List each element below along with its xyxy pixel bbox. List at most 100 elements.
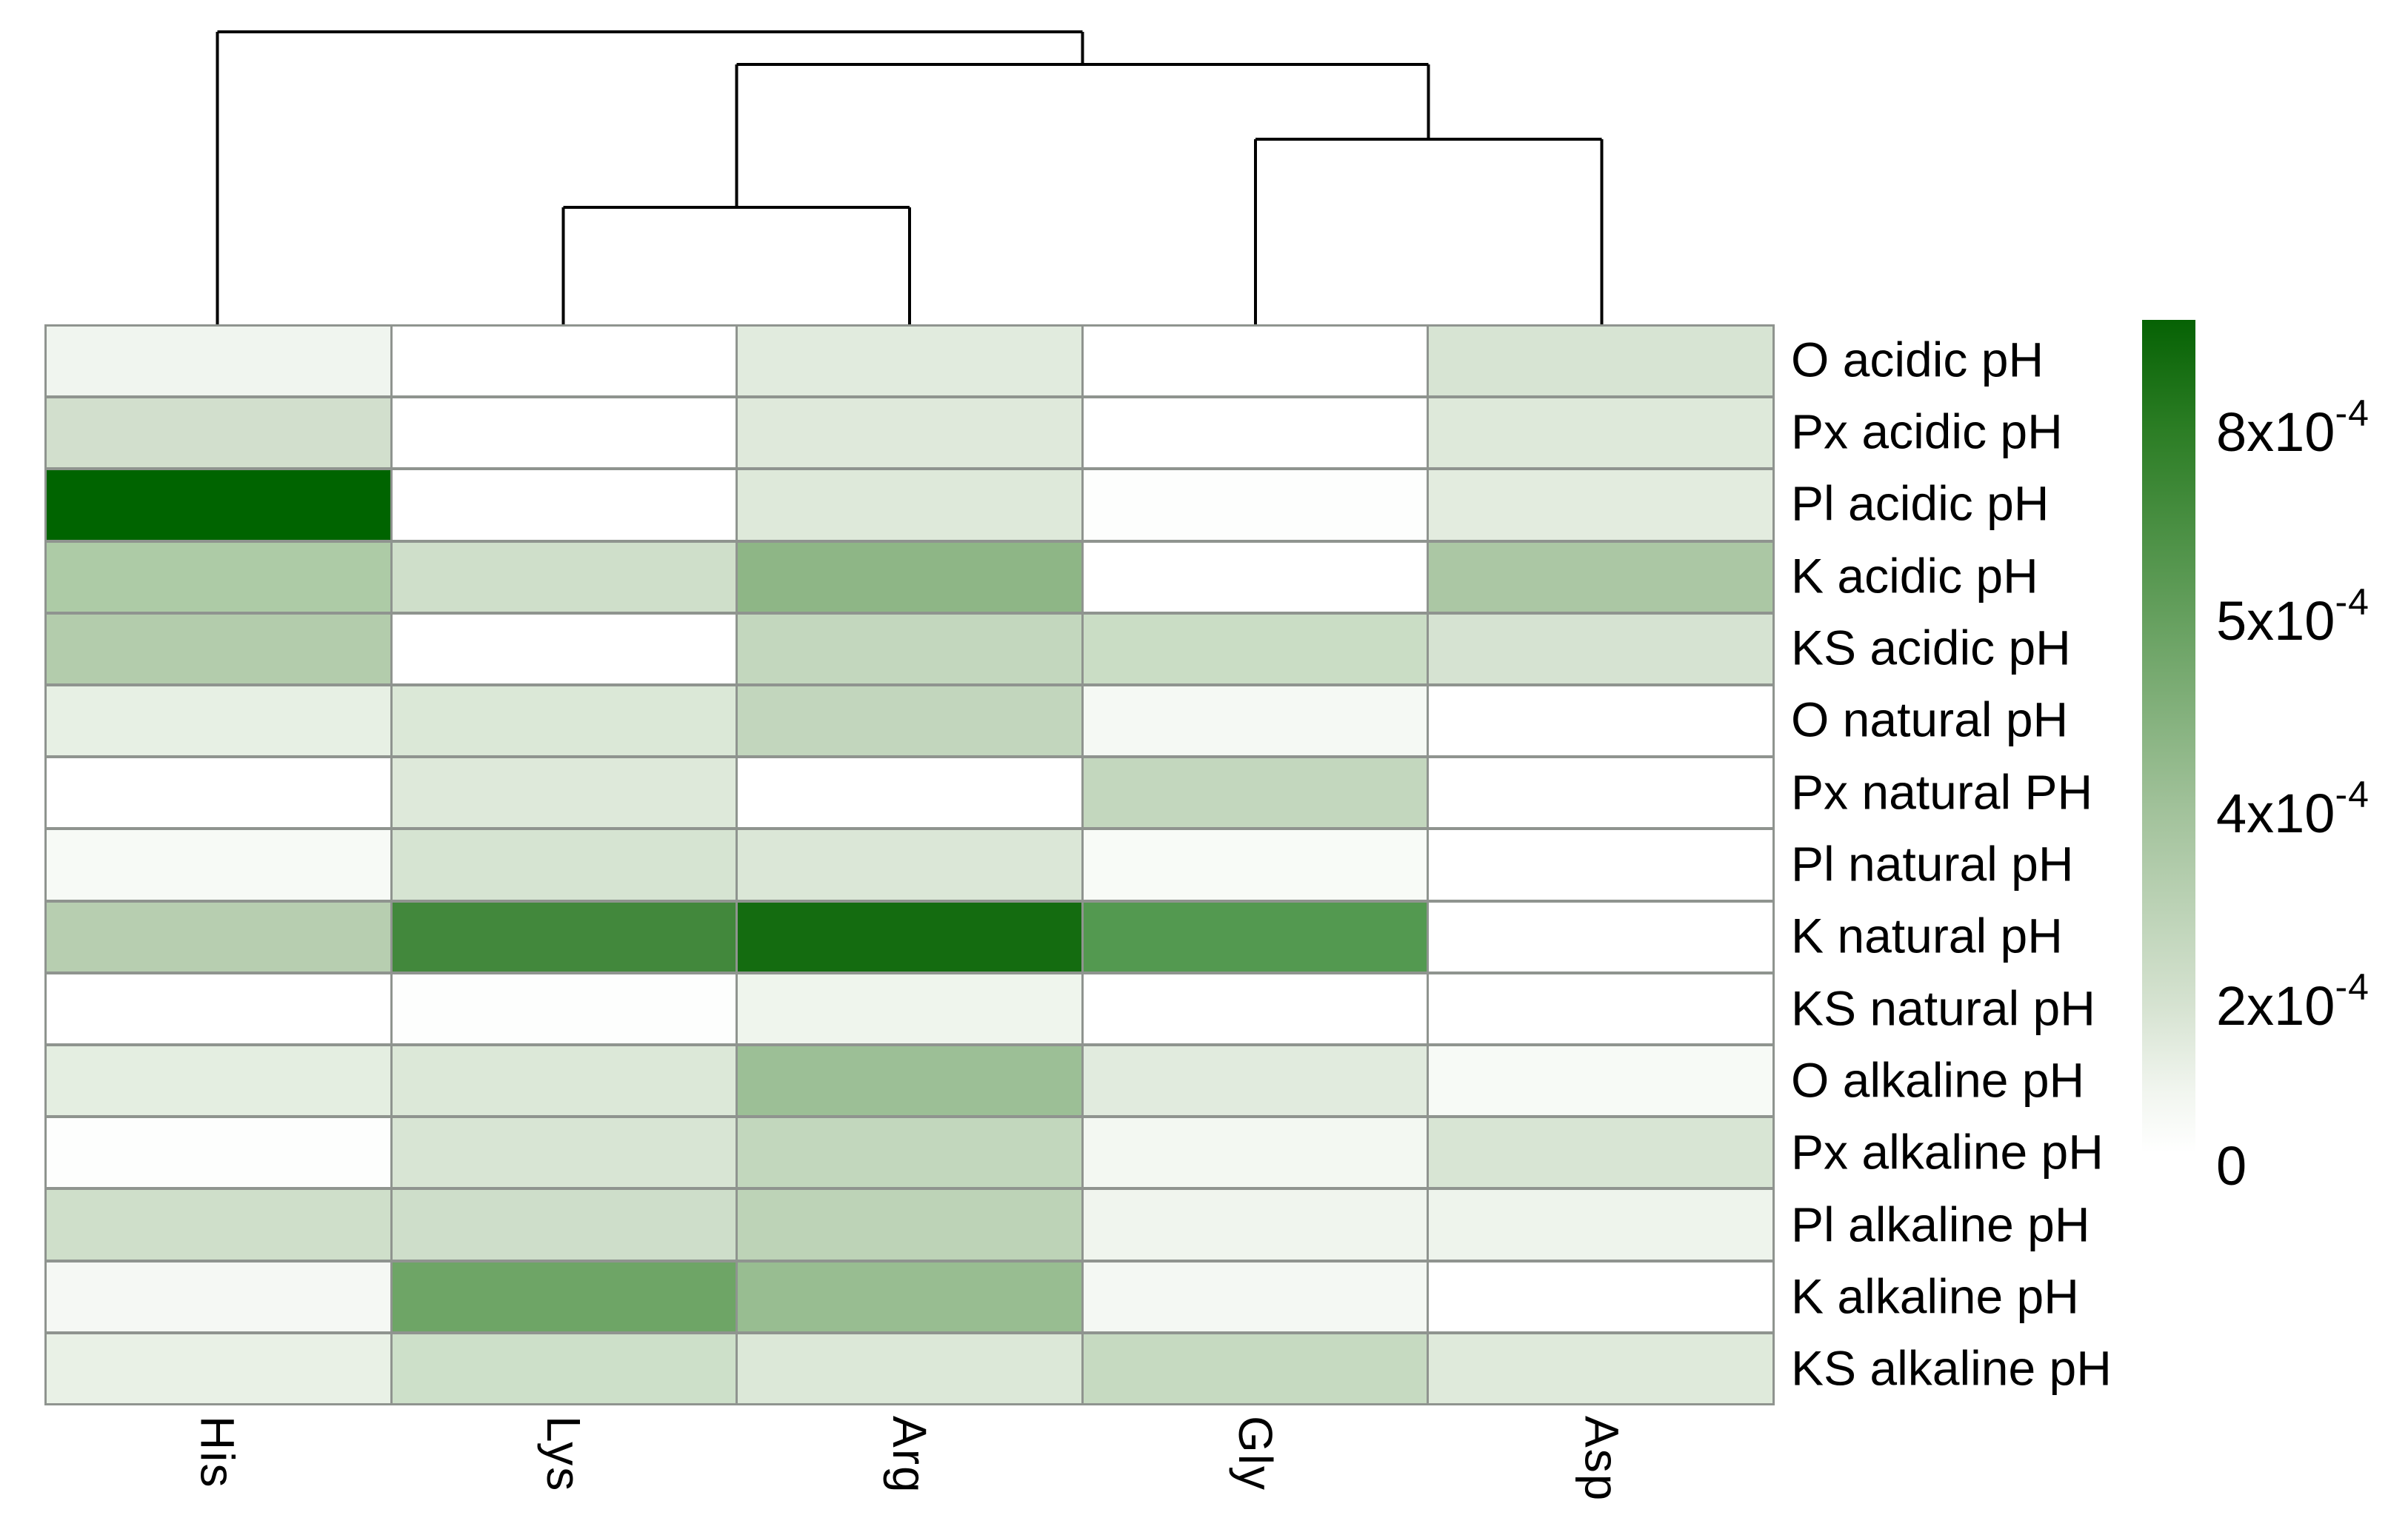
heatmap-cell-r2-c3 xyxy=(738,398,1081,468)
heatmap-cell-r12-c3 xyxy=(738,1118,1081,1188)
heatmap-cell-r10-c4 xyxy=(1083,974,1427,1043)
heatmap-cell-r15-c3 xyxy=(738,1334,1081,1403)
heatmap-cell-r15-c4 xyxy=(1083,1334,1427,1403)
heatmap-cell-r3-c2 xyxy=(392,470,736,540)
row-label: O alkaline pH xyxy=(1791,1052,2085,1108)
heatmap-cell-r5-c2 xyxy=(392,614,736,683)
heatmap-cell-r11-c5 xyxy=(1429,1046,1772,1116)
legend-tick-label: 8x10-4 xyxy=(2216,395,2369,460)
row-label: O acidic pH xyxy=(1791,332,2044,387)
heatmap-cell-r9-c2 xyxy=(392,902,736,972)
heatmap-cell-r1-c2 xyxy=(392,327,736,396)
heatmap-cell-r14-c5 xyxy=(1429,1262,1772,1331)
heatmap-cell-r1-c3 xyxy=(738,327,1081,396)
row-label: KS acidic pH xyxy=(1791,620,2071,675)
row-label: Px natural PH xyxy=(1791,764,2093,820)
heatmap-cell-r11-c2 xyxy=(392,1046,736,1116)
row-label: Pl alkaline pH xyxy=(1791,1197,2090,1252)
heatmap-cell-r11-c3 xyxy=(738,1046,1081,1116)
legend-tick-exponent: -4 xyxy=(2335,774,2369,816)
legend-tick-mantissa: 0 xyxy=(2216,1135,2247,1197)
heatmap-cell-r8-c2 xyxy=(392,830,736,900)
heatmap-cell-r2-c2 xyxy=(392,398,736,468)
heatmap-cell-r8-c5 xyxy=(1429,830,1772,900)
heatmap-cell-r9-c1 xyxy=(47,902,390,972)
heatmap-cell-r4-c1 xyxy=(47,542,390,612)
heatmap-cell-r5-c3 xyxy=(738,614,1081,683)
heatmap-cell-r7-c5 xyxy=(1429,758,1772,828)
heatmap-cell-r1-c4 xyxy=(1083,327,1427,396)
heatmap-cell-r13-c3 xyxy=(738,1190,1081,1260)
heatmap-cell-r7-c2 xyxy=(392,758,736,828)
heatmap-cell-r6-c4 xyxy=(1083,686,1427,756)
heatmap-cell-r6-c5 xyxy=(1429,686,1772,756)
heatmap-cell-r4-c5 xyxy=(1429,542,1772,612)
heatmap-cell-r8-c4 xyxy=(1083,830,1427,900)
heatmap-cell-r12-c1 xyxy=(47,1118,390,1188)
row-label: KS alkaline pH xyxy=(1791,1341,2112,1397)
heatmap-cell-r15-c1 xyxy=(47,1334,390,1403)
heatmap-cell-r10-c1 xyxy=(47,974,390,1043)
heatmap-cell-r9-c4 xyxy=(1083,902,1427,972)
heatmap-cell-r11-c4 xyxy=(1083,1046,1427,1116)
heatmap-cell-r11-c1 xyxy=(47,1046,390,1116)
heatmap-cell-r2-c5 xyxy=(1429,398,1772,468)
heatmap-cell-r12-c2 xyxy=(392,1118,736,1188)
legend-tick-mantissa: 5x10 xyxy=(2216,589,2335,652)
heatmap-cell-r5-c5 xyxy=(1429,614,1772,683)
heatmap-cell-r6-c1 xyxy=(47,686,390,756)
row-label: Pl acidic pH xyxy=(1791,476,2050,532)
heatmap-cell-r8-c1 xyxy=(47,830,390,900)
column-label: Asp xyxy=(1575,1416,1629,1502)
heatmap-cell-r14-c2 xyxy=(392,1262,736,1331)
heatmap-cell-r2-c1 xyxy=(47,398,390,468)
row-label: Px alkaline pH xyxy=(1791,1125,2104,1180)
heatmap-cell-r3-c3 xyxy=(738,470,1081,540)
legend-tick-label: 4x10-4 xyxy=(2216,776,2369,841)
heatmap-cell-r9-c3 xyxy=(738,902,1081,972)
heatmap-cell-r12-c4 xyxy=(1083,1118,1427,1188)
legend-tick-exponent: -4 xyxy=(2335,581,2369,623)
heatmap-cell-r7-c3 xyxy=(738,758,1081,828)
heatmap-cell-r8-c3 xyxy=(738,830,1081,900)
heatmap-cell-r3-c5 xyxy=(1429,470,1772,540)
legend-tick-exponent: -4 xyxy=(2335,966,2369,1009)
row-label: KS natural pH xyxy=(1791,980,2095,1036)
column-label: Arg xyxy=(883,1416,936,1494)
legend-gradient-bar xyxy=(2142,320,2195,1153)
heatmap-cell-r15-c5 xyxy=(1429,1334,1772,1403)
heatmap-cell-r10-c5 xyxy=(1429,974,1772,1043)
row-label: K alkaline pH xyxy=(1791,1268,2079,1324)
legend-tick-label: 5x10-4 xyxy=(2216,583,2369,652)
row-label: Pl natural pH xyxy=(1791,836,2074,892)
heatmap-cell-r7-c4 xyxy=(1083,758,1427,828)
row-label: K acidic pH xyxy=(1791,548,2038,603)
heatmap-cell-r13-c5 xyxy=(1429,1190,1772,1260)
row-label: Px acidic pH xyxy=(1791,404,2063,459)
row-label: O natural pH xyxy=(1791,692,2069,748)
heatmap-cell-r10-c3 xyxy=(738,974,1081,1043)
heatmap-cell-r14-c4 xyxy=(1083,1262,1427,1331)
heatmap-cell-r10-c2 xyxy=(392,974,736,1043)
heatmap-cell-r4-c2 xyxy=(392,542,736,612)
column-label: His xyxy=(190,1416,244,1489)
legend-tick-label: 0 xyxy=(2216,1139,2247,1194)
heatmap-cell-r9-c5 xyxy=(1429,902,1772,972)
heatmap-cell-r14-c1 xyxy=(47,1262,390,1331)
heatmap-cell-r1-c1 xyxy=(47,327,390,396)
heatmap-cell-r7-c1 xyxy=(47,758,390,828)
heatmap-cell-r13-c2 xyxy=(392,1190,736,1260)
heatmap-cell-r1-c5 xyxy=(1429,327,1772,396)
heatmap-cell-r13-c4 xyxy=(1083,1190,1427,1260)
legend-tick-label: 2x10-4 xyxy=(2216,969,2369,1037)
heatmap-cell-r13-c1 xyxy=(47,1190,390,1260)
heatmap-cell-r5-c4 xyxy=(1083,614,1427,683)
heatmap-cell-r4-c4 xyxy=(1083,542,1427,612)
heatmap-cell-r2-c4 xyxy=(1083,398,1427,468)
heatmap-cell-r4-c3 xyxy=(738,542,1081,612)
heatmap-cell-r3-c4 xyxy=(1083,470,1427,540)
legend-tick-exponent: -4 xyxy=(2335,392,2369,435)
legend-tick-mantissa: 2x10 xyxy=(2216,974,2335,1037)
heatmap-cell-r6-c3 xyxy=(738,686,1081,756)
